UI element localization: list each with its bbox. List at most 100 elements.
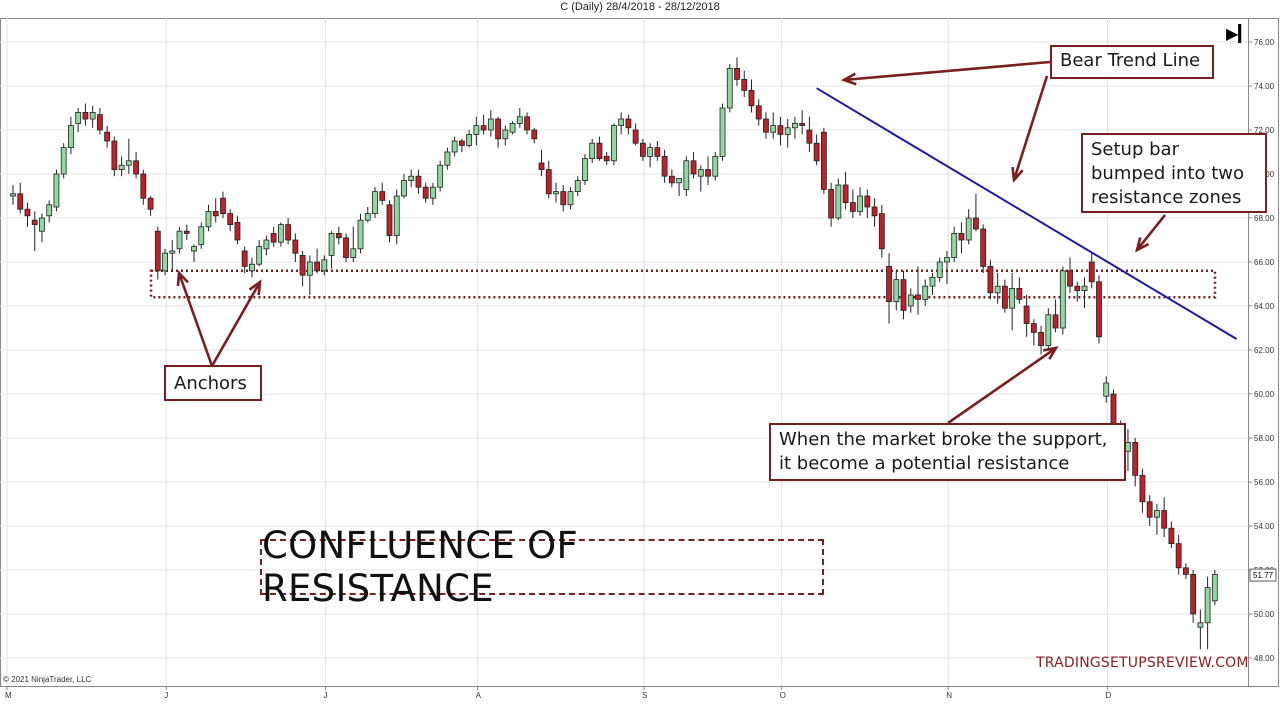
candle-body (89, 112, 96, 120)
candle (364, 207, 371, 223)
candle-body (292, 239, 299, 254)
candle-body (784, 127, 791, 135)
anchor-arrow-right (210, 281, 262, 367)
candle-body (705, 169, 711, 177)
candle (118, 156, 125, 177)
candle (1030, 319, 1037, 346)
candle (582, 154, 588, 185)
candle (857, 187, 863, 216)
candle-body (929, 276, 936, 287)
candle (531, 127, 538, 144)
candle-body (277, 224, 284, 243)
candle (741, 70, 748, 97)
candle-body (589, 142, 596, 159)
candle (292, 233, 299, 262)
candle (1132, 438, 1139, 487)
candle-body (907, 294, 914, 307)
trend-touch-arrow (1012, 75, 1049, 181)
x-tick-label: J (164, 691, 168, 700)
candle (900, 270, 907, 320)
candle (270, 226, 277, 247)
candle (661, 149, 668, 183)
candle-body (401, 180, 407, 197)
y-tick-label: 66.00 (1254, 258, 1275, 267)
candle (487, 110, 494, 137)
x-tick-label: O (780, 691, 786, 700)
anchor-arrow-left-head (176, 269, 189, 287)
x-tick-label: J (324, 691, 328, 700)
candle-body (343, 237, 349, 259)
candle-body (1009, 287, 1016, 309)
candle (516, 108, 523, 128)
candle (24, 202, 31, 227)
candle (96, 108, 103, 135)
support-break-arrow (947, 346, 1057, 425)
candle-body (480, 125, 487, 131)
candle-body (321, 259, 328, 272)
setup-bar-line-1: Setup bar (1091, 139, 1179, 160)
candle-body (133, 160, 139, 175)
candle (1175, 534, 1182, 575)
candle-body (154, 230, 161, 272)
candle-body (524, 116, 530, 131)
candle-body (191, 246, 197, 252)
support-resistance-label: When the market broke the support, it be… (769, 423, 1126, 481)
candle-body (1016, 287, 1023, 300)
candle (792, 116, 798, 139)
candle-body (285, 224, 292, 241)
candle-body (893, 279, 900, 303)
y-tick-label: 50.00 (1254, 610, 1275, 619)
candle (227, 209, 234, 232)
candle-body (719, 107, 726, 157)
candle (205, 204, 212, 232)
candle (256, 240, 263, 267)
candle-body (676, 177, 682, 184)
candle-body (1190, 574, 1197, 615)
candle (154, 226, 161, 280)
candle (603, 152, 610, 166)
candle-body (842, 184, 849, 204)
candle (75, 108, 82, 133)
candle (654, 141, 661, 161)
anchor-arrow-right-head (248, 279, 262, 296)
candle (835, 178, 842, 221)
candle-body (1045, 314, 1052, 346)
candle-body (263, 239, 270, 250)
candle-body (350, 248, 357, 259)
candle (162, 248, 168, 276)
candle (39, 213, 45, 243)
candle (625, 114, 632, 135)
candle (1001, 279, 1008, 313)
candle (567, 187, 574, 210)
candle-body (538, 162, 545, 170)
candle (849, 189, 856, 218)
candle (46, 200, 53, 223)
candle (705, 156, 711, 185)
candle (683, 156, 690, 196)
candle (1146, 495, 1153, 526)
candle-body (379, 191, 386, 201)
x-tick-label: M (5, 691, 12, 700)
y-tick-label: 62.00 (1254, 346, 1275, 355)
candle (777, 116, 784, 146)
candle (806, 116, 813, 152)
candle (538, 149, 545, 177)
skip-to-end-icon[interactable]: ▶▎ (1226, 24, 1251, 43)
candle (828, 182, 835, 227)
candle-body (915, 294, 921, 300)
candle (379, 182, 386, 205)
candle-body (661, 155, 668, 177)
candle (480, 114, 487, 135)
candle (372, 187, 378, 218)
anchor-arrow-left (177, 272, 214, 367)
candle (212, 198, 219, 223)
candle (466, 130, 473, 148)
support-resistance-line-2: it become a potential resistance (779, 453, 1070, 474)
candle (1211, 570, 1218, 606)
candle (60, 143, 67, 179)
candle (799, 110, 806, 135)
candle (864, 189, 871, 218)
candle (169, 240, 176, 271)
candle-body (458, 140, 465, 146)
candle (1190, 570, 1197, 623)
